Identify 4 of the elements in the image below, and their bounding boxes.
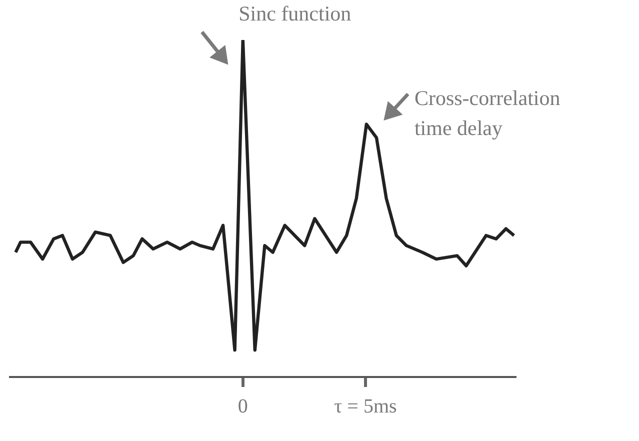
annotation: Sinc function — [238, 2, 352, 26]
annotation: Cross-correlation time delay — [414, 86, 561, 140]
x-tick-label: τ = 5ms — [334, 395, 398, 418]
x-tick-label: 0 — [238, 395, 248, 418]
